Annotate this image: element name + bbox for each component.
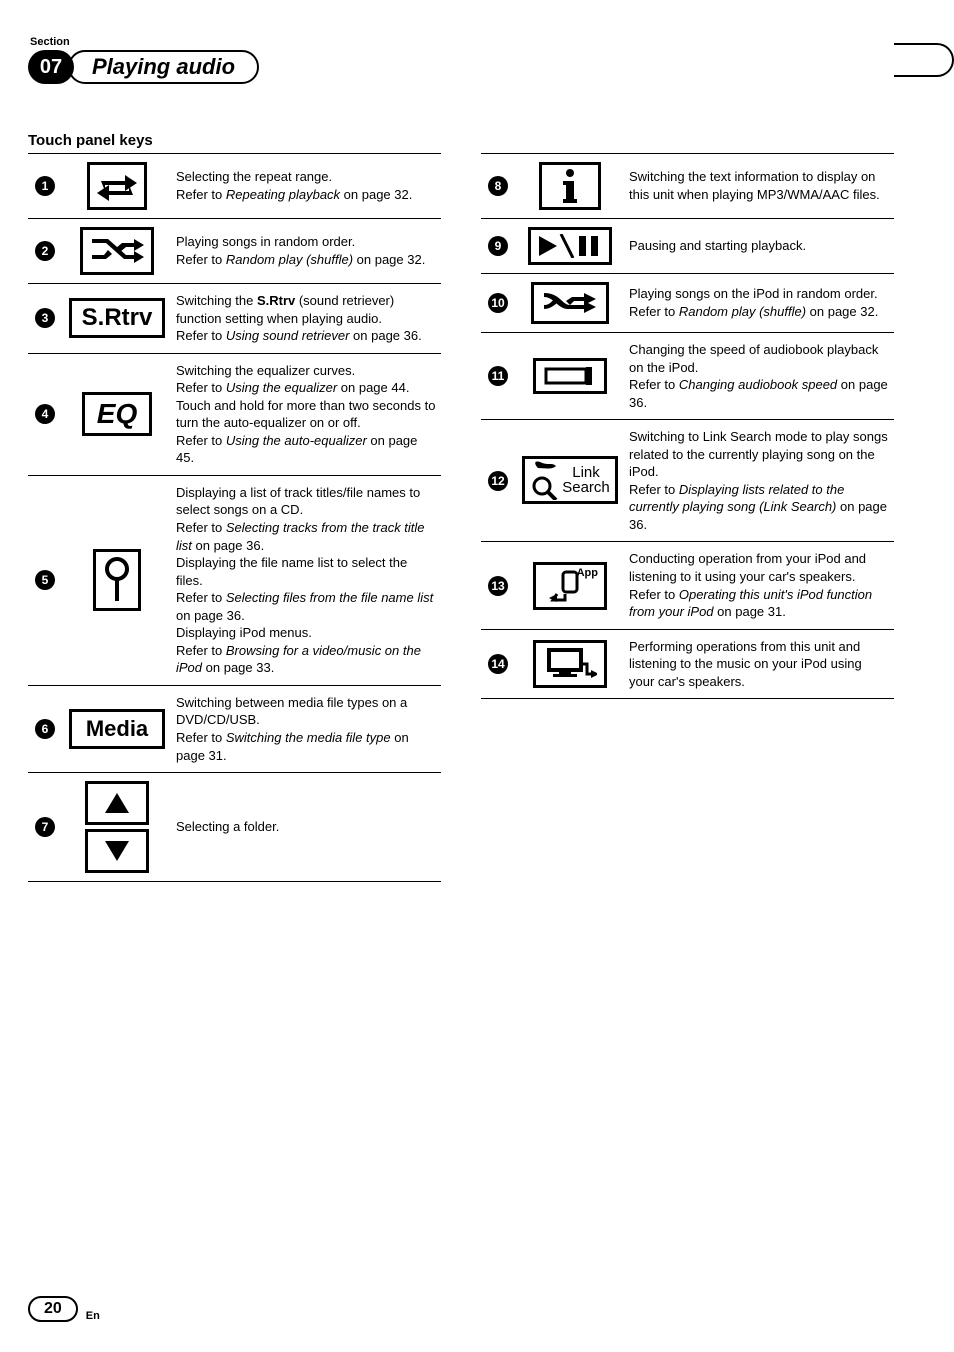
row-number: 2 <box>35 241 55 261</box>
row-desc: Changing the speed of audiobook playback… <box>625 333 894 420</box>
row-number: 14 <box>488 654 508 674</box>
section-label: Section <box>30 36 894 48</box>
table-row: 14 Performing <box>481 629 894 699</box>
folder-up-down-icon <box>66 781 168 873</box>
row-number: 12 <box>488 471 508 491</box>
row-number: 6 <box>35 719 55 739</box>
left-column: Touch panel keys 1 Selecting <box>28 132 441 882</box>
row-desc: Switching the S.Rtrv (sound retriever) f… <box>172 284 441 354</box>
table-row: 5 Displaying a list of track titles/file… <box>28 475 441 685</box>
play-pause-icon <box>528 227 612 265</box>
table-row: 6 Media Switching between media file typ… <box>28 685 441 772</box>
header-bar: 07 Playing audio <box>28 50 894 84</box>
row-desc: Switching the text information to displa… <box>625 154 894 219</box>
row-desc: Playing songs on the iPod in random orde… <box>625 274 894 333</box>
ipod-shuffle-icon <box>531 282 609 324</box>
table-row: 11 Changing the speed of audiobook playb… <box>481 333 894 420</box>
touch-panel-keys-table-left: 1 Selecting the repeat range. Refer to R… <box>28 153 441 882</box>
page-number: 20 <box>28 1296 78 1322</box>
row-desc: Switching the equalizer curves. Refer to… <box>172 353 441 475</box>
row-desc: Performing operations from this unit and… <box>625 629 894 699</box>
language-code: En <box>86 1310 100 1322</box>
header-line-cap <box>894 43 954 77</box>
sound-retriever-icon: S.Rtrv <box>69 298 165 338</box>
table-row: 2 Playing songs in random order. Ref <box>28 219 441 284</box>
right-column: 8 Switching the text informatio <box>481 132 894 882</box>
table-row: 1 Selecting the repeat range. Refer to R… <box>28 154 441 219</box>
page: Section 07 Playing audio Touch panel key… <box>0 0 954 1352</box>
touch-panel-keys-heading: Touch panel keys <box>28 132 441 149</box>
row-desc: Switching between media file types on a … <box>172 685 441 772</box>
row-desc: Displaying a list of track titles/file n… <box>172 475 441 685</box>
row-desc: Selecting a folder. <box>172 773 441 882</box>
eq-icon: EQ <box>82 392 152 436</box>
row-number: 9 <box>488 236 508 256</box>
link-search-icon: Link Search <box>522 456 618 504</box>
table-row: 4 EQ Switching the equalizer curves. Ref… <box>28 353 441 475</box>
row-desc: Playing songs in random order. Refer to … <box>172 219 441 284</box>
row-desc: Pausing and starting playback. <box>625 219 894 274</box>
row-desc: Conducting operation from your iPod and … <box>625 542 894 629</box>
table-row: 3 S.Rtrv Switching the S.Rtrv (sound ret… <box>28 284 441 354</box>
row-number: 10 <box>488 293 508 313</box>
row-number: 13 <box>488 576 508 596</box>
table-row: 10 Playing songs on the iPod in random o… <box>481 274 894 333</box>
unit-mode-icon <box>533 640 607 688</box>
app-mode-icon: App <box>533 562 607 610</box>
row-number: 7 <box>35 817 55 837</box>
table-row: 8 Switching the text informatio <box>481 154 894 219</box>
chapter-title: Playing audio <box>68 50 259 84</box>
list-icon <box>93 549 141 611</box>
row-number: 1 <box>35 176 55 196</box>
repeat-icon <box>87 162 147 210</box>
audiobook-speed-icon <box>533 358 607 394</box>
touch-panel-keys-table-right: 8 Switching the text informatio <box>481 153 894 699</box>
table-row: 9 Pausing and starting playback <box>481 219 894 274</box>
table-row: 7 Selecting a folder. <box>28 773 441 882</box>
table-row: 12 Link Search <box>481 420 894 542</box>
row-desc: Switching to Link Search mode to play so… <box>625 420 894 542</box>
row-number: 8 <box>488 176 508 196</box>
table-row: 13 App Conducting operation from y <box>481 542 894 629</box>
media-icon: Media <box>69 709 165 749</box>
header: Section 07 Playing audio <box>28 36 894 104</box>
footer: 20 En <box>28 1296 100 1322</box>
content-columns: Touch panel keys 1 Selecting <box>28 132 894 882</box>
row-number: 5 <box>35 570 55 590</box>
info-icon <box>539 162 601 210</box>
row-desc: Selecting the repeat range. Refer to Rep… <box>172 154 441 219</box>
row-number: 3 <box>35 308 55 328</box>
row-number: 4 <box>35 404 55 424</box>
row-number: 11 <box>488 366 508 386</box>
shuffle-icon <box>80 227 154 275</box>
